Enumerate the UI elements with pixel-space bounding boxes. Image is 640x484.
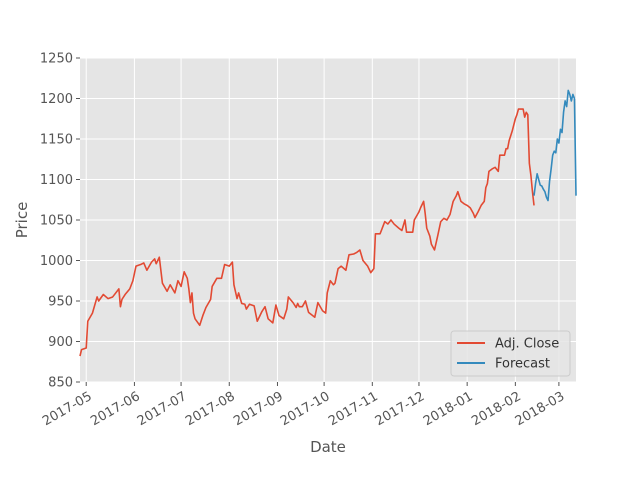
y-tick-label: 1200: [40, 92, 73, 107]
y-tick-label: 1100: [40, 173, 73, 188]
legend-label-forecast: Forecast: [495, 357, 550, 372]
legend-label-adj-close: Adj. Close: [495, 337, 559, 352]
x-tick-label: 2018-03: [513, 389, 568, 429]
x-tick-label: 2017-12: [373, 389, 428, 429]
y-tick-label: 950: [48, 295, 73, 310]
x-tick-label: 2017-07: [135, 389, 190, 429]
legend: Adj. Close Forecast: [450, 330, 571, 377]
series-line-adj-close: [79, 108, 535, 357]
y-tick-label: 900: [48, 335, 73, 350]
x-tick-label: 2017-09: [231, 389, 286, 429]
y-tick-label: 850: [48, 376, 73, 391]
y-tick-label: 1000: [40, 254, 73, 269]
y-axis-label: Price: [13, 202, 31, 239]
x-tick-label: 2017-10: [278, 389, 333, 429]
x-tick-label: 2018-01: [421, 389, 476, 429]
series-line-forecast: [533, 89, 577, 202]
x-axis-label: Date: [310, 438, 346, 456]
x-tick-label: 2017-11: [326, 389, 381, 429]
series-layer: [79, 89, 577, 357]
x-tick-label: 2018-02: [469, 389, 524, 429]
y-tick-label: 1050: [40, 214, 73, 229]
y-tick-label: 1250: [40, 52, 73, 67]
y-tick-label: 1150: [40, 133, 73, 148]
x-tick-label: 2017-05: [40, 389, 95, 429]
x-tick-label: 2017-08: [183, 389, 238, 429]
grid: [80, 57, 576, 383]
x-tick-label: 2017-06: [88, 389, 143, 429]
